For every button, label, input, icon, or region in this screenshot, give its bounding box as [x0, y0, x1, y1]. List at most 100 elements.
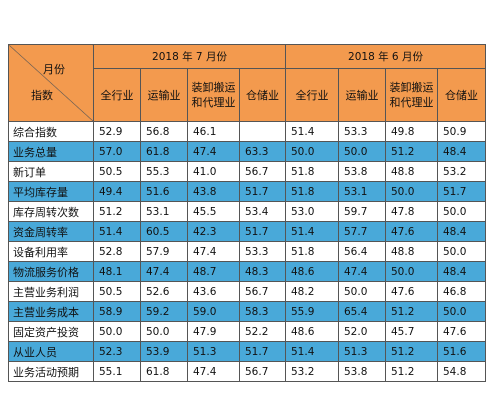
- table-row: 固定资产投资 50.0 50.0 47.9 52.2 48.6 52.0 45.7 47.6: [8, 321, 486, 342]
- value-cell: 50.0: [437, 301, 486, 322]
- value-cell: 51.4: [93, 221, 141, 242]
- value-cell: 50.0: [437, 201, 486, 222]
- value-cell: 50.0: [285, 141, 339, 162]
- col-header-handling-agency: 装卸搬运和代理业: [187, 68, 240, 122]
- value-cell: 55.1: [93, 361, 141, 382]
- value-cell: 47.4: [187, 141, 240, 162]
- value-cell: 43.6: [187, 281, 240, 302]
- value-cell: 48.8: [385, 241, 438, 262]
- value-cell: 50.0: [338, 281, 386, 302]
- table-row: 业务总量 57.0 61.8 47.4 63.3 50.0 50.0 51.2 48.4: [8, 141, 486, 162]
- table-row: 从业人员 52.3 53.9 51.3 51.7 51.4 51.3 51.2 51.6: [8, 341, 486, 362]
- value-cell: 51.7: [239, 221, 286, 242]
- value-cell: 53.2: [437, 161, 486, 182]
- value-cell: 50.0: [93, 321, 141, 342]
- value-cell: 54.8: [437, 361, 486, 382]
- table-row: 主营业务成本 58.9 59.2 59.0 58.3 55.9 65.4 51.2 50.0: [8, 301, 486, 322]
- value-cell: 47.6: [385, 281, 438, 302]
- value-cell: 52.3: [93, 341, 141, 362]
- value-cell: 51.7: [239, 181, 286, 202]
- value-cell: 49.8: [385, 121, 438, 142]
- table-row: 新订单 50.5 55.3 41.0 56.7 51.8 53.8 48.8 53.2: [8, 161, 486, 182]
- value-cell: 55.9: [285, 301, 339, 322]
- value-cell: 49.4: [93, 181, 141, 202]
- row-label: 固定资产投资: [8, 321, 94, 342]
- row-label: 物流服务价格: [8, 261, 94, 282]
- value-cell: 48.3: [239, 261, 286, 282]
- col-header-transport: 运输业: [338, 68, 386, 122]
- value-cell: 58.3: [239, 301, 286, 322]
- value-cell: 53.9: [140, 341, 188, 362]
- value-cell: 57.0: [93, 141, 141, 162]
- value-cell: 50.9: [437, 121, 486, 142]
- value-cell: 47.8: [385, 201, 438, 222]
- value-cell: 51.7: [437, 181, 486, 202]
- value-cell: 51.2: [385, 141, 438, 162]
- value-cell: 53.3: [338, 121, 386, 142]
- value-cell: 47.9: [187, 321, 240, 342]
- table-row: 主营业务利润 50.5 52.6 43.6 56.7 48.2 50.0 47.6 46.8: [8, 281, 486, 302]
- value-cell: 56.7: [239, 281, 286, 302]
- value-cell: 51.2: [385, 341, 438, 362]
- value-cell: 46.8: [437, 281, 486, 302]
- corner-header-cell: 月份 指数: [8, 44, 94, 122]
- value-cell: 48.2: [285, 281, 339, 302]
- table-row: 物流服务价格 48.1 47.4 48.7 48.3 48.6 47.4 50.0 48.4: [8, 261, 486, 282]
- value-cell: 51.4: [285, 221, 339, 242]
- value-cell: 53.0: [285, 201, 339, 222]
- row-label: 从业人员: [8, 341, 94, 362]
- value-cell: 51.7: [239, 341, 286, 362]
- value-cell: 55.3: [140, 161, 188, 182]
- col-header-warehousing: 仓储业: [239, 68, 286, 122]
- value-cell: 53.2: [285, 361, 339, 382]
- value-cell: 50.0: [140, 321, 188, 342]
- value-cell: 57.7: [338, 221, 386, 242]
- table-body: 综合指数 52.9 56.8 46.1 51.4 53.3 49.8 50.9 业务总量 57.0…: [8, 121, 486, 382]
- value-cell: 50.0: [338, 141, 386, 162]
- corner-month-label: 月份: [43, 63, 65, 76]
- value-cell: 48.4: [437, 261, 486, 282]
- value-cell: 50.5: [93, 281, 141, 302]
- value-cell: 51.2: [385, 301, 438, 322]
- value-cell: 56.4: [338, 241, 386, 262]
- row-label: 主营业务成本: [8, 301, 94, 322]
- value-cell: 50.0: [385, 181, 438, 202]
- value-cell: 42.3: [187, 221, 240, 242]
- value-cell: 47.4: [338, 261, 386, 282]
- value-cell: 48.6: [285, 321, 339, 342]
- logistics-index-table: 月份 指数 2018 年 7 月份 2018 年 6 月份 全行业 运输业 装卸…: [8, 44, 486, 382]
- row-label: 平均库存量: [8, 181, 94, 202]
- value-cell: 51.3: [187, 341, 240, 362]
- value-cell: 45.7: [385, 321, 438, 342]
- value-cell: 61.8: [140, 141, 188, 162]
- table-row: 平均库存量 49.4 51.6 43.8 51.7 51.8 53.1 50.0 51.7: [8, 181, 486, 202]
- col-header-all-industry: 全行业: [93, 68, 141, 122]
- table-row: 资金周转率 51.4 60.5 42.3 51.7 51.4 57.7 47.6 48.4: [8, 221, 486, 242]
- value-cell: 51.6: [437, 341, 486, 362]
- period-header-june: 2018 年 6 月份: [285, 44, 486, 69]
- value-cell: 56.7: [239, 161, 286, 182]
- value-cell: 50.0: [437, 241, 486, 262]
- value-cell: 51.8: [285, 241, 339, 262]
- value-cell: 41.0: [187, 161, 240, 182]
- value-cell: 51.3: [338, 341, 386, 362]
- value-cell: 47.4: [187, 241, 240, 262]
- value-cell: 52.6: [140, 281, 188, 302]
- table-row: 综合指数 52.9 56.8 46.1 51.4 53.3 49.8 50.9: [8, 121, 486, 142]
- value-cell: 58.9: [93, 301, 141, 322]
- row-label: 库存周转次数: [8, 201, 94, 222]
- value-cell: 47.6: [437, 321, 486, 342]
- value-cell: 53.8: [338, 161, 386, 182]
- value-cell: 43.8: [187, 181, 240, 202]
- row-label: 业务总量: [8, 141, 94, 162]
- value-cell: 53.4: [239, 201, 286, 222]
- value-cell: 47.6: [385, 221, 438, 242]
- value-cell: 48.4: [437, 141, 486, 162]
- value-cell: 53.1: [140, 201, 188, 222]
- row-label: 业务活动预期: [8, 361, 94, 382]
- row-label: 综合指数: [8, 121, 94, 142]
- value-cell: 59.7: [338, 201, 386, 222]
- value-cell: 51.2: [385, 361, 438, 382]
- value-cell: 47.4: [140, 261, 188, 282]
- value-cell: 60.5: [140, 221, 188, 242]
